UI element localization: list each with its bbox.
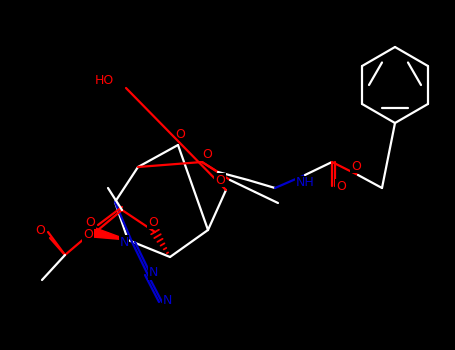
Text: N: N [162,294,172,307]
Text: N: N [148,266,158,280]
Text: O: O [336,180,346,193]
Text: O: O [35,224,45,237]
Text: O: O [175,128,185,141]
Text: N: N [119,236,129,248]
Text: NH: NH [296,176,314,189]
Text: O: O [351,160,361,173]
Text: O: O [215,174,225,187]
Polygon shape [91,227,128,240]
Text: HO: HO [94,74,114,86]
Text: O: O [83,229,93,241]
Text: O: O [202,147,212,161]
Text: O: O [148,216,158,229]
Text: O: O [85,216,95,229]
